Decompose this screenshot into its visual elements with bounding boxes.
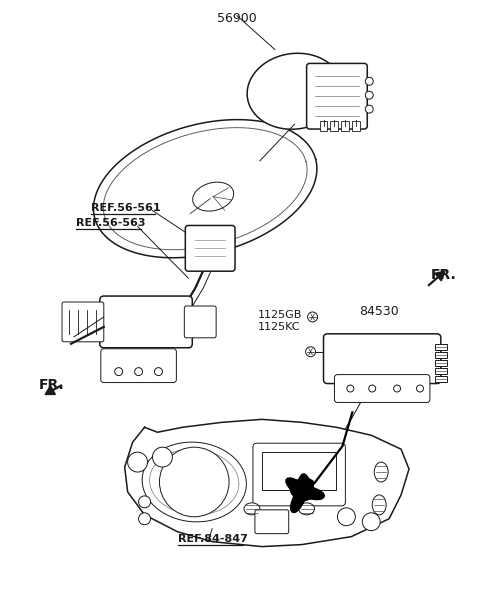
- FancyBboxPatch shape: [185, 226, 235, 271]
- Ellipse shape: [142, 442, 246, 522]
- Bar: [435, 352, 447, 358]
- Circle shape: [159, 447, 229, 517]
- Text: REF.84-847: REF.84-847: [179, 534, 248, 544]
- Bar: [320, 121, 327, 131]
- Text: FR.: FR.: [431, 268, 456, 282]
- Ellipse shape: [299, 503, 314, 515]
- Circle shape: [362, 513, 380, 531]
- Polygon shape: [125, 419, 409, 547]
- Circle shape: [139, 513, 151, 525]
- Bar: [352, 121, 360, 131]
- FancyBboxPatch shape: [101, 349, 176, 383]
- Circle shape: [155, 368, 162, 376]
- FancyBboxPatch shape: [324, 334, 441, 384]
- FancyBboxPatch shape: [335, 375, 430, 403]
- Ellipse shape: [244, 503, 260, 515]
- Bar: [330, 121, 338, 131]
- Text: REF.56-561: REF.56-561: [91, 202, 160, 213]
- Bar: [262, 452, 336, 490]
- Circle shape: [369, 385, 376, 392]
- Bar: [435, 360, 447, 366]
- Circle shape: [139, 496, 151, 508]
- Polygon shape: [286, 474, 324, 512]
- Bar: [341, 121, 349, 131]
- Circle shape: [365, 77, 373, 85]
- FancyBboxPatch shape: [253, 443, 346, 506]
- Ellipse shape: [374, 462, 388, 482]
- Circle shape: [306, 347, 315, 357]
- Text: FR.: FR.: [39, 378, 65, 392]
- Polygon shape: [247, 53, 342, 129]
- Circle shape: [153, 447, 172, 467]
- Circle shape: [394, 385, 401, 392]
- FancyBboxPatch shape: [307, 63, 367, 129]
- Circle shape: [115, 368, 123, 376]
- Ellipse shape: [372, 495, 386, 515]
- Bar: [435, 376, 447, 381]
- Text: REF.56-563: REF.56-563: [76, 218, 145, 229]
- Text: 1125KC: 1125KC: [258, 322, 300, 332]
- Circle shape: [365, 105, 373, 113]
- FancyBboxPatch shape: [255, 510, 288, 534]
- Circle shape: [128, 452, 147, 472]
- Text: 1125GB: 1125GB: [258, 310, 302, 320]
- Circle shape: [308, 312, 318, 322]
- Circle shape: [337, 508, 355, 526]
- FancyBboxPatch shape: [62, 302, 104, 342]
- Text: 56900: 56900: [217, 12, 257, 25]
- Circle shape: [134, 368, 143, 376]
- Polygon shape: [45, 386, 55, 395]
- Bar: [435, 368, 447, 373]
- Ellipse shape: [150, 449, 239, 515]
- FancyBboxPatch shape: [184, 306, 216, 338]
- Polygon shape: [435, 271, 445, 281]
- FancyBboxPatch shape: [100, 296, 192, 348]
- Text: 84530: 84530: [360, 305, 399, 319]
- Circle shape: [365, 91, 373, 99]
- Circle shape: [417, 385, 423, 392]
- Bar: [435, 344, 447, 350]
- Polygon shape: [94, 120, 317, 258]
- Ellipse shape: [192, 182, 234, 211]
- Circle shape: [347, 385, 354, 392]
